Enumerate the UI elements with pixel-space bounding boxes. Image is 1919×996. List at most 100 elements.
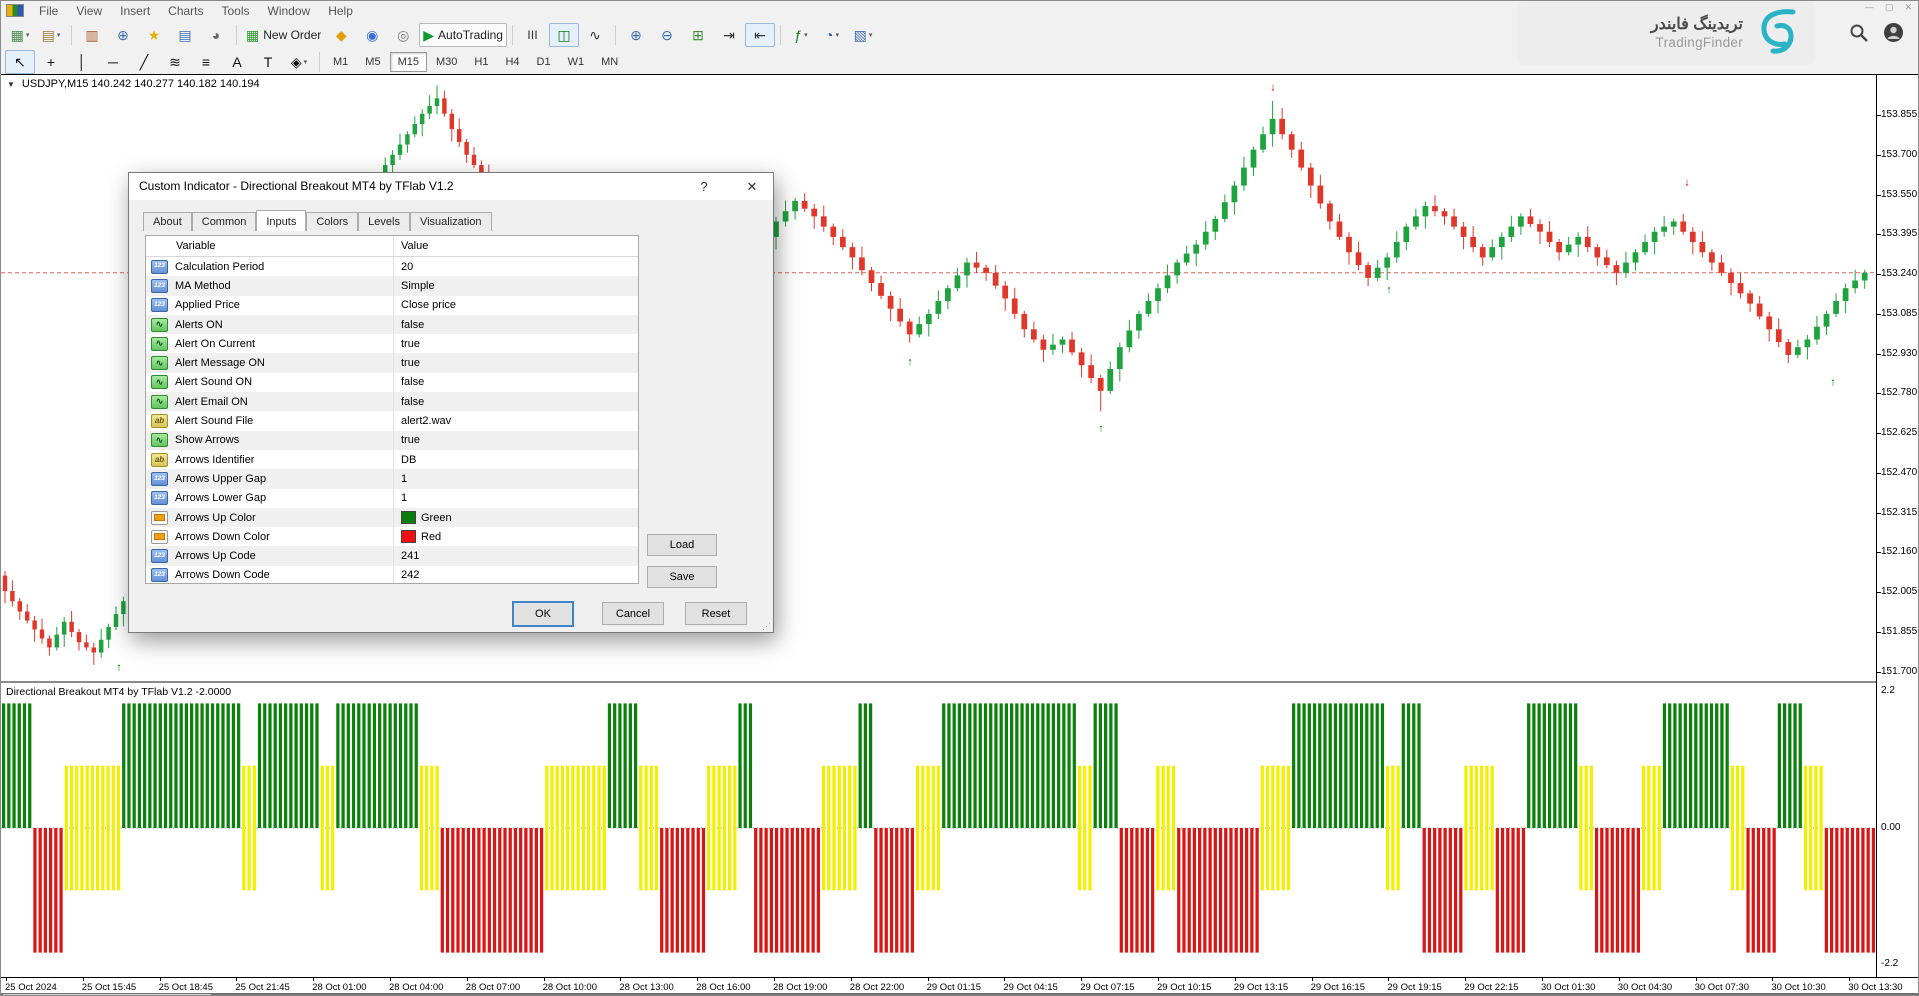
timeframe-m30[interactable]: M30: [435, 55, 458, 68]
value-cell[interactable]: true: [393, 430, 638, 450]
tab-inputs[interactable]: Inputs: [256, 210, 307, 231]
new-order-button[interactable]: ▦ New Order: [242, 23, 325, 47]
value-cell[interactable]: Close price: [393, 295, 638, 315]
data-window-icon[interactable]: ▤: [170, 23, 200, 47]
search-icon[interactable]: [1849, 23, 1869, 48]
new-chart-icon[interactable]: ▦ ▾: [5, 23, 35, 47]
input-row-applied-price[interactable]: 123 Applied Price Close price: [146, 295, 638, 315]
reset-button[interactable]: Reset: [685, 602, 747, 625]
text-icon[interactable]: A: [222, 50, 252, 74]
scrollbar-thumb[interactable]: [3, 994, 211, 995]
autotrading-button[interactable]: ▶ AutoTrading: [419, 22, 507, 47]
price-axis[interactable]: 153.855 153.700 153.550 153.395 153.240 153.0…: [1876, 75, 1918, 977]
menu-tools[interactable]: Tools: [221, 3, 250, 18]
favorites-icon[interactable]: ★: [139, 23, 169, 47]
dialog-close-icon[interactable]: ✕: [746, 179, 758, 194]
panel-divider[interactable]: [1, 681, 1918, 683]
account-icon[interactable]: [1883, 22, 1904, 48]
input-row-alert-message-on[interactable]: ∿ Alert Message ON true: [146, 353, 638, 373]
timeframe-mn[interactable]: MN: [601, 55, 619, 68]
timeframe-m1[interactable]: M1: [333, 55, 349, 68]
value-cell[interactable]: 1: [393, 488, 638, 508]
menu-view[interactable]: View: [76, 3, 103, 18]
timeframe-h1[interactable]: H1: [474, 55, 489, 68]
horizontal-line-icon[interactable]: ─: [98, 50, 128, 74]
value-cell[interactable]: Green: [393, 507, 638, 528]
templates-icon[interactable]: ▧ ▾: [848, 23, 878, 47]
label-icon[interactable]: T: [253, 50, 283, 74]
input-row-alert-sound-file[interactable]: ab Alert Sound File alert2.wav: [146, 411, 638, 431]
menu-help[interactable]: Help: [328, 3, 353, 18]
restore-icon[interactable]: ▢: [1884, 2, 1894, 12]
periods-icon[interactable]: ◔ ▾: [817, 23, 847, 47]
fibonacci-icon[interactable]: ≡: [191, 50, 221, 74]
auto-scroll-icon[interactable]: ⇥: [714, 23, 744, 47]
history-center-icon[interactable]: ◕: [201, 23, 231, 47]
timeframe-m5[interactable]: M5: [365, 55, 381, 68]
value-cell[interactable]: 20: [393, 257, 638, 277]
menu-window[interactable]: Window: [267, 3, 311, 18]
value-cell[interactable]: 241: [393, 546, 638, 566]
bar-chart-icon[interactable]: |||: [518, 23, 548, 47]
input-row-arrows-down-color[interactable]: Arrows Down Color Red: [146, 527, 638, 547]
horizontal-scrollbar[interactable]: [1, 993, 1918, 995]
profiles-icon[interactable]: ▤ ▾: [36, 23, 66, 47]
input-row-arrows-up-code[interactable]: 123 Arrows Up Code 241: [146, 546, 638, 566]
input-row-alert-on-current[interactable]: ∿ Alert On Current true: [146, 334, 638, 354]
package-icon[interactable]: ◆: [326, 23, 356, 47]
input-row-arrows-down-code[interactable]: 123 Arrows Down Code 242: [146, 565, 638, 583]
minimize-icon[interactable]: —: [1864, 2, 1874, 12]
menu-insert[interactable]: Insert: [120, 3, 151, 18]
channel-icon[interactable]: ≋: [160, 50, 190, 74]
timeframe-m15[interactable]: M15: [389, 51, 427, 72]
value-cell[interactable]: true: [393, 334, 638, 354]
timeframe-h4[interactable]: H4: [505, 55, 520, 68]
value-cell[interactable]: false: [393, 372, 638, 393]
input-row-arrows-upper-gap[interactable]: 123 Arrows Upper Gap 1: [146, 469, 638, 489]
timeframe-d1[interactable]: D1: [536, 55, 551, 68]
tab-common[interactable]: Common: [191, 212, 257, 231]
timeframe-w1[interactable]: W1: [567, 55, 585, 68]
input-row-alert-email-on[interactable]: ∿ Alert Email ON false: [146, 392, 638, 412]
shapes-icon[interactable]: ◈ ▾: [284, 50, 314, 74]
value-cell[interactable]: true: [393, 353, 638, 373]
trendline-icon[interactable]: ╱: [129, 50, 159, 74]
line-chart-icon[interactable]: ∿: [580, 23, 610, 47]
symbol-collapse-icon[interactable]: ▼: [7, 79, 15, 89]
input-row-show-arrows[interactable]: ∿ Show Arrows true: [146, 430, 638, 450]
indicators-icon[interactable]: ƒ ▾: [786, 23, 816, 47]
input-row-arrows-lower-gap[interactable]: 123 Arrows Lower Gap 1: [146, 488, 638, 508]
tab-levels[interactable]: Levels: [358, 212, 410, 231]
load-button[interactable]: Load: [647, 534, 717, 556]
value-cell[interactable]: false: [393, 392, 638, 412]
dialog-help-icon[interactable]: ?: [700, 179, 708, 194]
ok-button[interactable]: OK: [512, 601, 574, 627]
menu-charts[interactable]: Charts: [168, 3, 204, 18]
chart-shift-icon[interactable]: ⇤: [744, 22, 775, 47]
tab-visualization[interactable]: Visualization: [409, 212, 492, 231]
cursor-icon[interactable]: ↖: [5, 49, 35, 74]
value-cell[interactable]: alert2.wav: [393, 411, 638, 431]
input-row-calculation-period[interactable]: 123 Calculation Period 20: [146, 257, 638, 277]
menu-file[interactable]: File: [39, 3, 59, 18]
market-watch-icon[interactable]: ▥: [77, 23, 107, 47]
dialog-titlebar[interactable]: Custom Indicator - Directional Breakout …: [129, 173, 773, 200]
input-row-arrows-up-color[interactable]: Arrows Up Color Green: [146, 507, 638, 528]
navigator-icon[interactable]: ⊕: [108, 23, 138, 47]
zoom-out-icon[interactable]: ⊖: [652, 23, 682, 47]
value-cell[interactable]: 242: [393, 565, 638, 583]
value-cell[interactable]: false: [393, 314, 638, 335]
input-row-arrows-identifier[interactable]: ab Arrows Identifier DB: [146, 449, 638, 470]
value-cell[interactable]: 1: [393, 469, 638, 489]
input-row-alerts-on[interactable]: ∿ Alerts ON false: [146, 314, 638, 335]
vertical-line-icon[interactable]: │: [67, 50, 97, 74]
close-icon[interactable]: ✕: [1904, 2, 1912, 12]
time-axis[interactable]: 25 Oct 2024 25 Oct 15:45 25 Oct 18:45 25 Oc…: [1, 977, 1918, 995]
sound-icon[interactable]: ◎: [388, 23, 418, 47]
candlestick-icon[interactable]: ◫: [548, 22, 579, 47]
crosshair-icon[interactable]: +: [36, 50, 66, 74]
tab-colors[interactable]: Colors: [306, 212, 359, 231]
zoom-in-icon[interactable]: ⊕: [621, 23, 651, 47]
cancel-button[interactable]: Cancel: [602, 602, 664, 625]
community-icon[interactable]: ◉: [357, 23, 387, 47]
